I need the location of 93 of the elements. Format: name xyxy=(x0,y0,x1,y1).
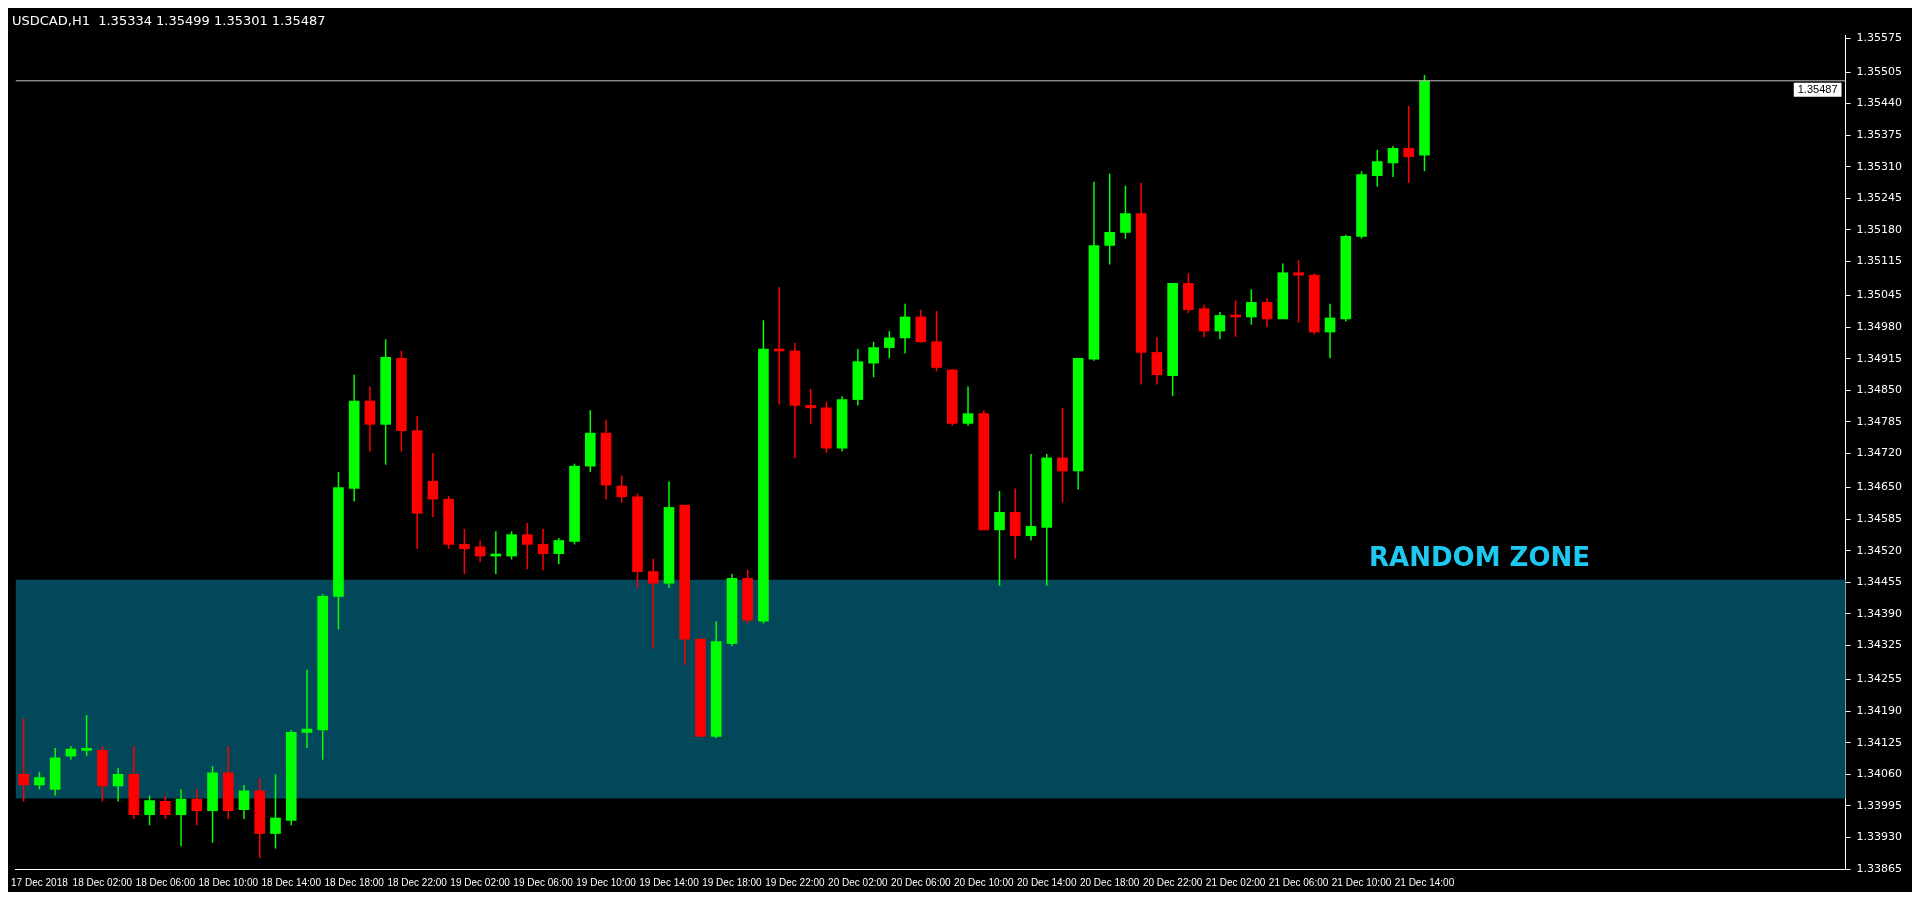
x-tick-label: 18 Dec 02:00 xyxy=(72,876,133,888)
candlestick xyxy=(427,452,439,518)
x-tick-label: 20 Dec 14:00 xyxy=(1016,876,1077,888)
y-tick-label: 1.33995 xyxy=(1856,798,1903,812)
y-tick-label: 1.35440 xyxy=(1856,96,1903,110)
x-tick-label: 20 Dec 18:00 xyxy=(1079,876,1140,888)
candlestick xyxy=(884,330,895,360)
x-tick-label: 19 Dec 22:00 xyxy=(765,876,826,888)
candlestick xyxy=(506,530,517,561)
candlestick xyxy=(1214,311,1226,341)
candlestick xyxy=(18,717,29,803)
candlestick xyxy=(474,539,486,563)
y-tick-label: 1.34325 xyxy=(1856,638,1903,652)
candlestick xyxy=(537,528,549,571)
candlestick xyxy=(81,714,92,758)
x-tick-label: 19 Dec 02:00 xyxy=(450,876,511,888)
candlestick xyxy=(1198,304,1210,338)
candlestick xyxy=(1120,185,1131,240)
y-tick-label: 1.34455 xyxy=(1856,575,1903,589)
y-tick-label: 1.35045 xyxy=(1856,288,1903,302)
y-tick-label: 1.34255 xyxy=(1856,672,1903,686)
candlestick xyxy=(364,385,376,453)
candlestick xyxy=(868,341,879,378)
y-tick-label: 1.34520 xyxy=(1856,543,1903,557)
y-tick-label: 1.34390 xyxy=(1856,606,1903,620)
candlestick xyxy=(962,385,974,427)
x-tick-label: 21 Dec 02:00 xyxy=(1205,876,1266,888)
candlestick xyxy=(1371,149,1383,188)
y-tick-label: 1.33930 xyxy=(1856,830,1903,844)
x-tick-label: 20 Dec 02:00 xyxy=(828,876,889,888)
candlestick xyxy=(301,669,313,749)
candlestick xyxy=(805,388,816,426)
y-tick-label: 1.34785 xyxy=(1856,414,1903,428)
x-tick-label: 21 Dec 10:00 xyxy=(1331,876,1392,888)
x-tick-label: 17 Dec 2018 xyxy=(11,876,69,888)
x-tick-label: 18 Dec 22:00 xyxy=(387,876,448,888)
candlestick xyxy=(522,522,533,570)
candlestick xyxy=(112,767,124,803)
y-tick-label: 1.35310 xyxy=(1856,159,1903,173)
x-tick-label: 19 Dec 06:00 xyxy=(513,876,574,888)
candlestick xyxy=(144,794,155,827)
candlestick xyxy=(459,528,470,575)
x-tick-label: 20 Dec 10:00 xyxy=(954,876,1014,888)
x-tick-label: 21 Dec 06:00 xyxy=(1268,876,1329,888)
candlestick xyxy=(1246,288,1257,326)
candlestick xyxy=(1403,105,1415,184)
x-tick-label: 18 Dec 14:00 xyxy=(261,876,322,888)
y-tick-label: 1.33865 xyxy=(1856,861,1903,875)
candlestick xyxy=(270,773,281,850)
y-tick-label: 1.34125 xyxy=(1856,735,1903,749)
candlestick xyxy=(1293,259,1304,324)
x-tick-label: 18 Dec 18:00 xyxy=(324,876,385,888)
candlestick xyxy=(553,537,565,566)
ref-line-label: 1.35487 xyxy=(1797,82,1838,95)
y-tick-label: 1.34585 xyxy=(1856,511,1903,525)
y-tick-label: 1.35180 xyxy=(1856,222,1903,236)
x-tick-label: 19 Dec 18:00 xyxy=(702,876,763,888)
x-tick-label: 20 Dec 22:00 xyxy=(1142,876,1203,888)
candlestick xyxy=(1387,145,1399,178)
band-label: RANDOM ZONE xyxy=(1369,541,1591,572)
y-tick-label: 1.35245 xyxy=(1856,191,1903,205)
x-tick-label: 21 Dec 14:00 xyxy=(1394,876,1455,888)
y-tick-label: 1.35375 xyxy=(1856,128,1903,142)
candlestick xyxy=(238,784,250,820)
candlestick xyxy=(1261,297,1273,328)
y-tick-label: 1.34060 xyxy=(1856,767,1903,781)
y-tick-label: 1.34915 xyxy=(1856,351,1903,365)
candlestick xyxy=(616,474,628,504)
chart-title: USDCAD,H1 1.35334 1.35499 1.35301 1.35487 xyxy=(12,13,326,29)
x-tick-label: 19 Dec 14:00 xyxy=(639,876,700,888)
candlestick xyxy=(1025,453,1037,542)
candlestick xyxy=(159,794,171,820)
y-tick-label: 1.34190 xyxy=(1856,703,1903,717)
x-tick-label: 18 Dec 06:00 xyxy=(135,876,196,888)
y-tick-label: 1.35575 xyxy=(1856,30,1903,44)
y-tick-label: 1.34850 xyxy=(1856,383,1903,397)
x-tick-label: 20 Dec 06:00 xyxy=(891,876,951,888)
candlestick xyxy=(1009,487,1021,560)
candlestick xyxy=(191,788,203,827)
candlestick xyxy=(1057,407,1068,504)
candlestick xyxy=(994,490,1005,587)
y-tick-label: 1.34720 xyxy=(1856,446,1903,460)
candlestick xyxy=(1104,172,1116,266)
x-tick-label: 19 Dec 10:00 xyxy=(576,876,637,888)
y-tick-label: 1.35115 xyxy=(1856,254,1903,268)
candlestick xyxy=(175,788,187,847)
y-tick-label: 1.34980 xyxy=(1856,320,1903,334)
candlestick xyxy=(647,557,659,650)
y-tick-label: 1.35505 xyxy=(1856,64,1903,78)
x-tick-label: 18 Dec 10:00 xyxy=(198,876,259,888)
candlestick xyxy=(1151,336,1163,386)
y-tick-label: 1.34650 xyxy=(1856,480,1903,494)
candlestick xyxy=(899,303,911,355)
